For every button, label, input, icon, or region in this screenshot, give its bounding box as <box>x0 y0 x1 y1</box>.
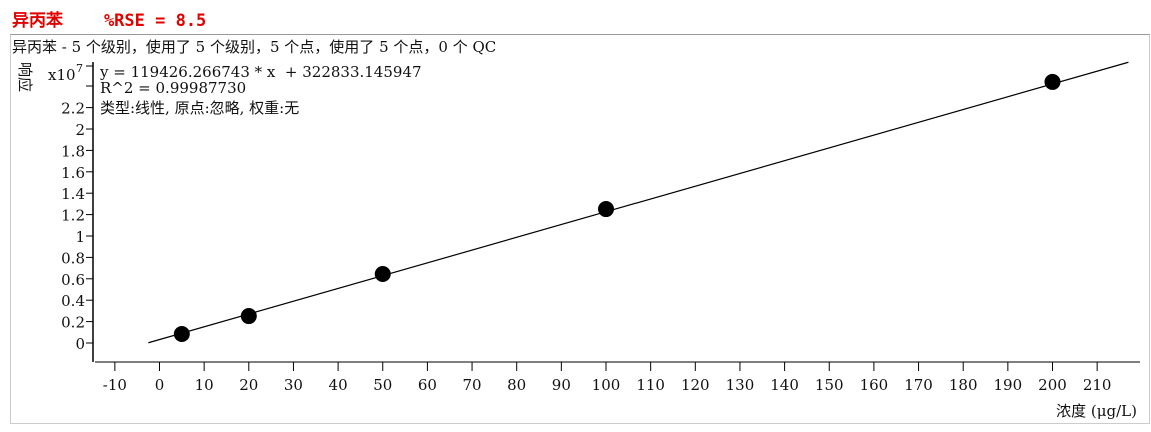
y-axis-label: 响应 <box>16 62 34 92</box>
x-tick-label: 200 <box>1038 376 1067 394</box>
r2-label: R^2 = 0.99987730 <box>100 79 246 97</box>
y-tick-label: 1.4 <box>61 185 85 203</box>
data-point <box>374 265 391 282</box>
data-point <box>173 326 190 343</box>
y-scale-label: x10 <box>48 66 76 84</box>
y-tick-label: 0 <box>75 335 85 353</box>
y-tick-label: 0.4 <box>61 292 85 310</box>
y-tick-label: 2 <box>75 121 85 139</box>
data-point <box>1044 73 1061 90</box>
y-tick-label: 2.2 <box>61 100 85 118</box>
x-tick-label: 0 <box>155 376 165 394</box>
data-point <box>598 201 614 218</box>
y-scale-exponent: 7 <box>76 62 83 75</box>
x-tick-label: 170 <box>904 376 933 394</box>
chart-subtitle: 异丙苯 - 5 个级别，使用了 5 个级别，5 个点，使用了 5 个点，0 个 … <box>12 38 496 56</box>
x-tick-label: 110 <box>636 376 665 394</box>
y-tick-label: 0.8 <box>61 249 85 267</box>
x-tick-label: 120 <box>681 376 710 394</box>
y-tick-label: 1 <box>75 228 85 246</box>
fit-line <box>148 61 1129 344</box>
y-tick-label: 0.2 <box>61 314 85 332</box>
x-tick-label: 30 <box>284 376 303 394</box>
x-tick-label: 150 <box>815 376 844 394</box>
fit-info-label: 类型:线性, 原点:忽略, 权重:无 <box>100 99 299 117</box>
y-tick-label: 1.8 <box>61 142 85 160</box>
x-axis-label: 浓度 (μg/L) <box>1056 402 1137 420</box>
x-tick-label: 210 <box>1083 376 1112 394</box>
x-tick-label: -10 <box>103 376 127 394</box>
x-tick-label: 130 <box>726 376 755 394</box>
x-tick-label: 160 <box>860 376 889 394</box>
x-tick-label: 90 <box>552 376 571 394</box>
equation-label: y = 119426.266743 * x + 322833.145947 <box>99 63 422 81</box>
x-tick-label: 70 <box>463 376 482 394</box>
x-tick-label: 140 <box>770 376 799 394</box>
y-tick-label: 1.6 <box>61 164 85 182</box>
y-tick-label: 1.2 <box>61 207 85 225</box>
x-tick-label: 80 <box>507 376 526 394</box>
x-tick-label: 50 <box>373 376 392 394</box>
chart-frame <box>10 34 1150 424</box>
chart-title: 异丙苯 %RSE = 8.5 <box>12 11 207 31</box>
x-tick-label: 20 <box>239 376 258 394</box>
x-tick-label: 100 <box>592 376 621 394</box>
x-tick-label: 10 <box>195 376 214 394</box>
x-tick-label: 190 <box>994 376 1023 394</box>
y-tick-label: 0.6 <box>61 271 85 289</box>
x-tick-label: 40 <box>329 376 348 394</box>
x-tick-label: 180 <box>949 376 978 394</box>
data-point <box>240 308 257 325</box>
x-tick-label: 60 <box>418 376 437 394</box>
